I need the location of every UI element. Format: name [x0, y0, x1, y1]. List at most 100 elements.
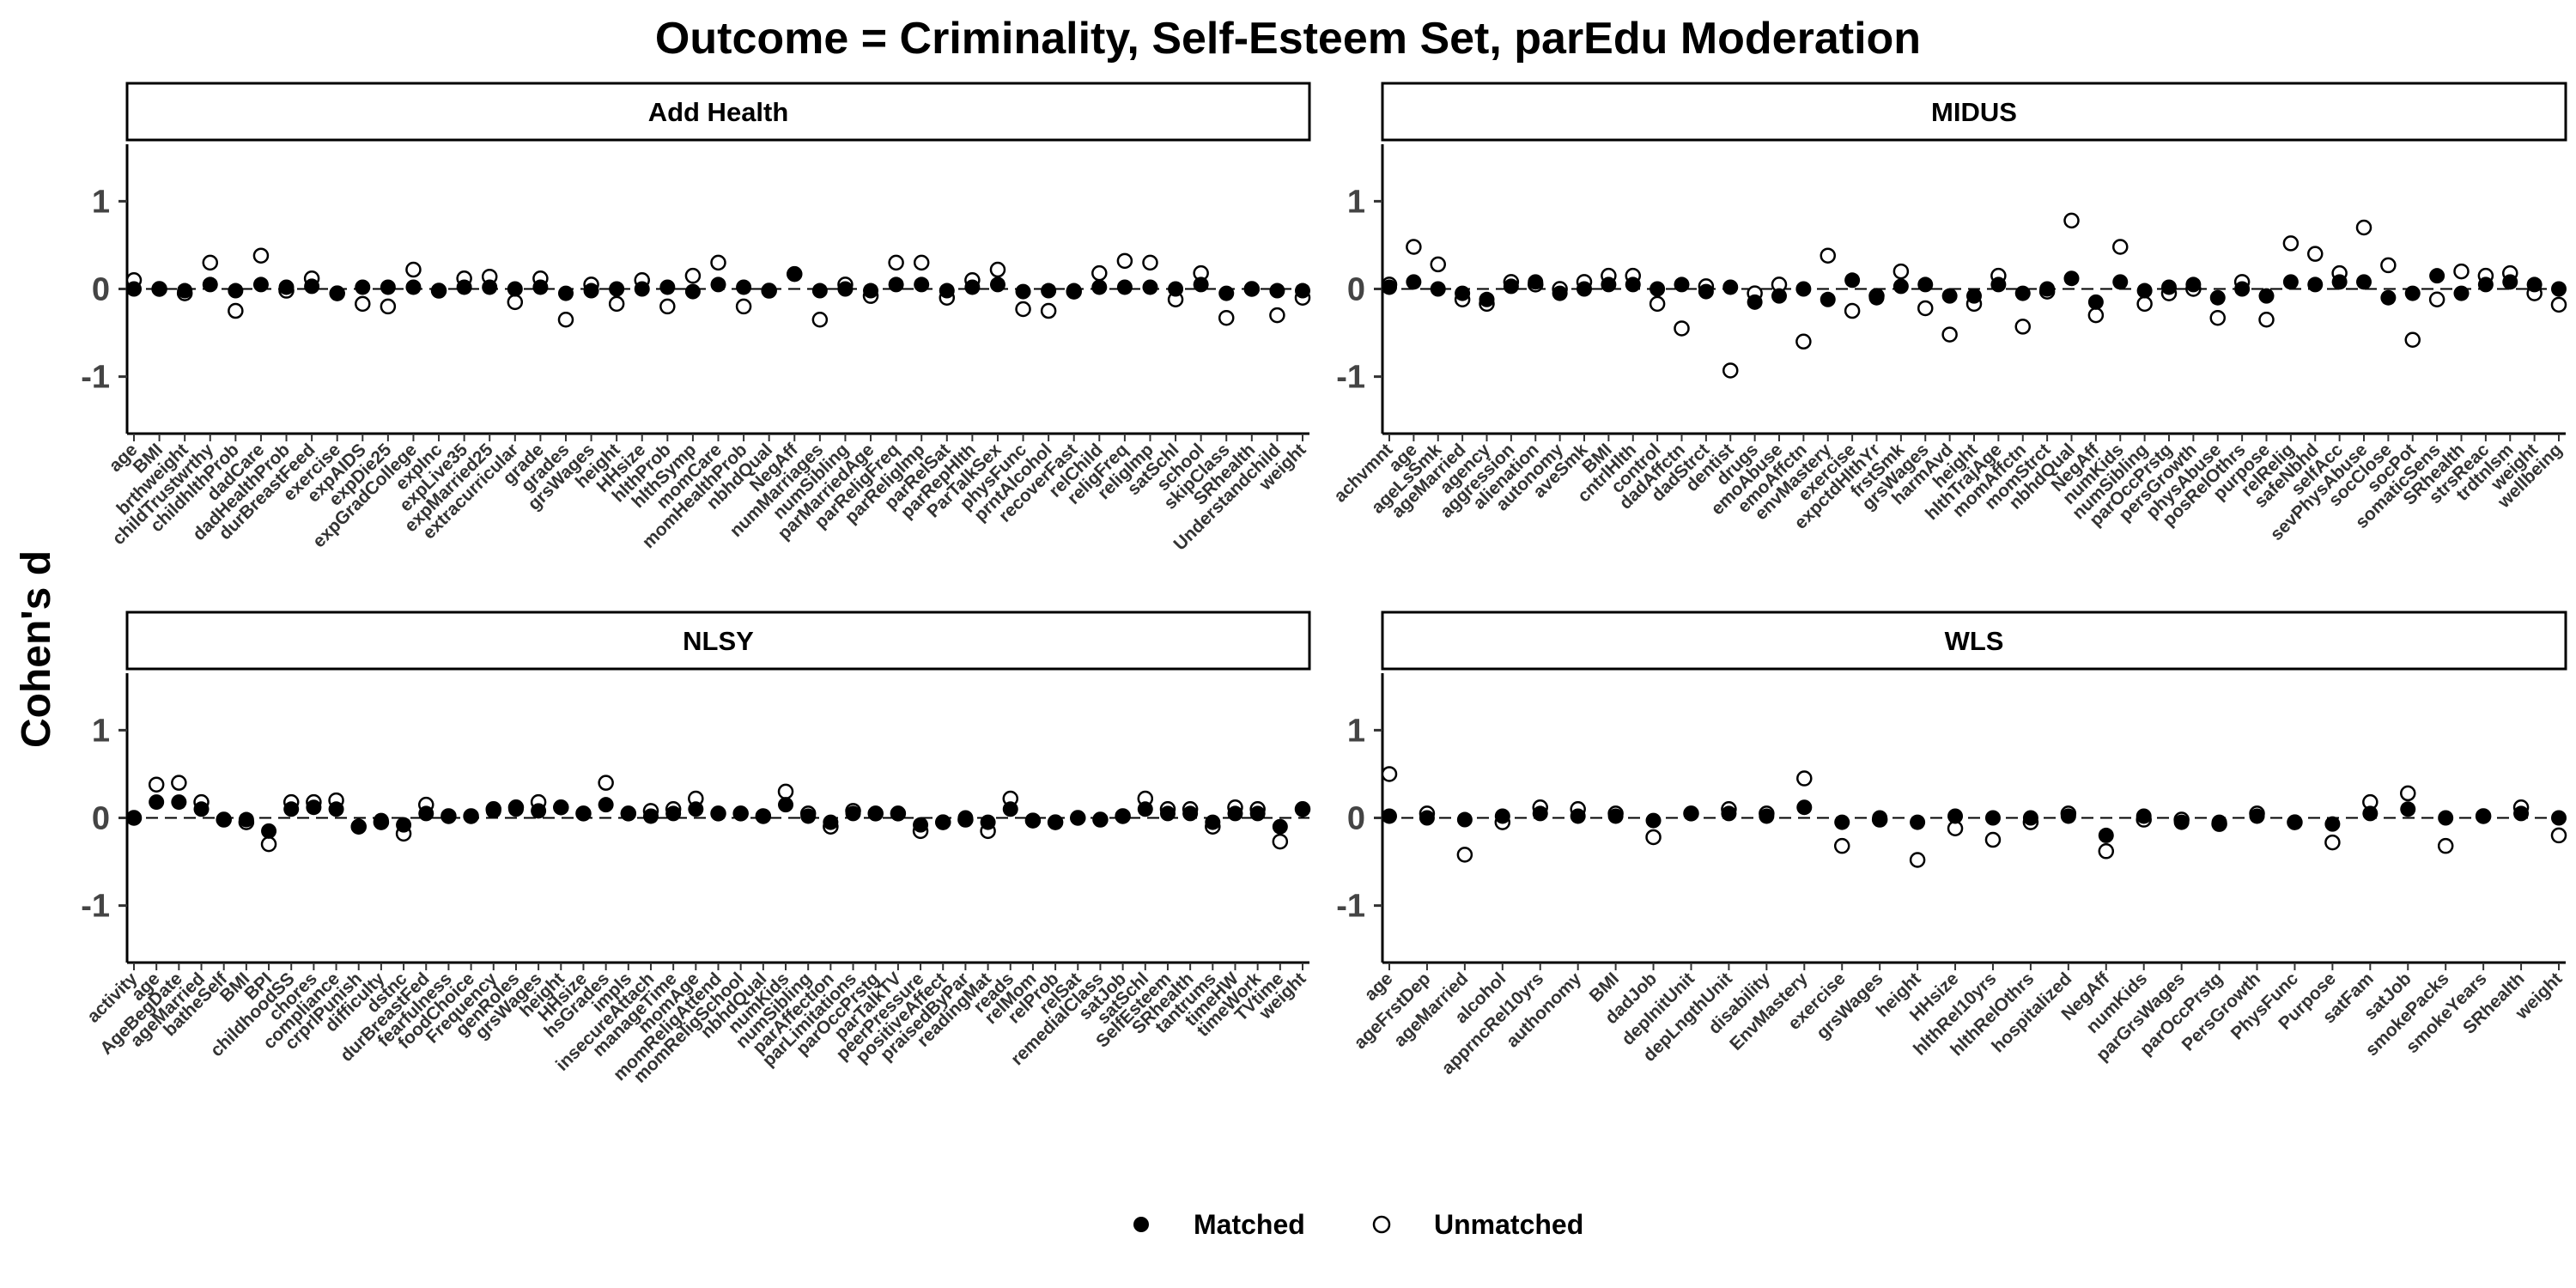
point-unmatched — [2400, 785, 2416, 802]
point-matched — [1868, 289, 1885, 306]
point-unmatched — [2014, 319, 2031, 335]
point-unmatched — [2324, 834, 2341, 851]
legend-label-matched: Matched — [1194, 1209, 1305, 1240]
point-matched — [1759, 808, 1775, 824]
point-matched — [867, 805, 884, 822]
point-matched — [913, 817, 929, 833]
point-matched — [2098, 827, 2114, 843]
point-matched — [1649, 281, 1666, 297]
point-matched — [2014, 285, 2031, 301]
point-matched — [485, 803, 501, 819]
point-matched — [1645, 812, 1662, 829]
y-tick-label: -1 — [81, 889, 110, 925]
point-matched — [1269, 283, 1285, 299]
point-matched — [935, 814, 951, 830]
point-matched — [710, 276, 726, 293]
point-matched — [755, 808, 771, 824]
point-matched — [329, 285, 345, 301]
point-unmatched — [1430, 256, 1446, 273]
point-matched — [1048, 814, 1064, 830]
point-matched — [736, 279, 752, 295]
point-matched — [642, 808, 659, 824]
point-matched — [2185, 276, 2202, 293]
point-matched — [238, 811, 254, 828]
point-matched — [964, 279, 981, 295]
point-matched — [1601, 276, 1617, 293]
point-matched — [1430, 281, 1446, 297]
point-matched — [1243, 281, 1260, 297]
panel-title: Add Health — [648, 97, 789, 127]
point-matched — [1532, 805, 1548, 822]
point-unmatched — [2453, 263, 2470, 280]
point-matched — [1456, 811, 1473, 828]
point-matched — [1698, 283, 1714, 300]
point-unmatched — [710, 254, 726, 271]
point-matched — [1116, 279, 1133, 295]
point-matched — [2513, 805, 2530, 822]
point-matched — [2400, 801, 2416, 817]
point-unmatched — [2136, 295, 2153, 313]
point-matched — [1382, 808, 1397, 824]
point-matched — [380, 279, 396, 295]
point-matched — [2112, 274, 2129, 290]
point-matched — [620, 805, 636, 822]
point-matched — [1820, 291, 1836, 307]
point-matched — [2476, 808, 2492, 824]
point-unmatched — [2258, 311, 2275, 328]
point-matched — [1607, 808, 1624, 824]
point-matched — [1771, 288, 1787, 304]
point-matched — [823, 814, 839, 830]
panel-midus: MIDUS-101achvmntageageLsSmkageMarriedage… — [1330, 82, 2567, 544]
point-unmatched — [1015, 301, 1031, 318]
point-unmatched — [2550, 296, 2567, 313]
point-unmatched — [380, 298, 397, 315]
point-unmatched — [202, 254, 219, 271]
point-matched — [800, 808, 817, 824]
point-matched — [1941, 288, 1958, 304]
point-matched — [2404, 285, 2421, 301]
point-matched — [355, 279, 371, 295]
point-matched — [989, 276, 1005, 293]
panel-strip — [1381, 82, 2567, 142]
point-unmatched — [355, 295, 371, 313]
point-matched — [283, 801, 300, 817]
point-unmatched — [2355, 219, 2372, 236]
point-matched — [2258, 288, 2275, 304]
point-unmatched — [1218, 309, 1235, 326]
point-unmatched — [2112, 239, 2129, 255]
point-unmatched — [1909, 852, 1926, 868]
point-matched — [2551, 281, 2567, 297]
point-matched — [2136, 808, 2152, 824]
point-matched — [373, 812, 389, 829]
point-matched — [126, 810, 142, 826]
point-matched — [507, 801, 524, 817]
point-matched — [228, 283, 244, 299]
point-matched — [980, 814, 996, 830]
point-matched — [583, 283, 599, 299]
point-unmatched — [2282, 235, 2300, 252]
legend-key-unmatched — [1372, 1215, 1391, 1234]
y-tick-label: 1 — [1347, 184, 1365, 220]
point-matched — [2502, 274, 2518, 290]
point-matched — [2161, 279, 2177, 295]
point-matched — [1844, 272, 1861, 289]
point-unmatched — [598, 775, 614, 791]
point-unmatched — [659, 298, 676, 315]
point-matched — [482, 279, 498, 295]
point-unmatched — [777, 783, 794, 800]
point-unmatched — [1091, 264, 1108, 282]
point-matched — [1382, 279, 1397, 295]
point-matched — [405, 279, 422, 295]
point-matched — [1917, 276, 1934, 293]
point-matched — [1168, 281, 1184, 297]
point-matched — [2477, 276, 2494, 293]
point-matched — [837, 281, 854, 297]
point-matched — [216, 811, 232, 828]
point-matched — [1419, 810, 1435, 826]
panel-title: MIDUS — [1931, 97, 2017, 127]
point-matched — [2331, 274, 2348, 290]
point-matched — [710, 805, 726, 822]
point-matched — [2211, 814, 2227, 830]
point-unmatched — [1272, 833, 1289, 850]
point-matched — [193, 801, 210, 817]
